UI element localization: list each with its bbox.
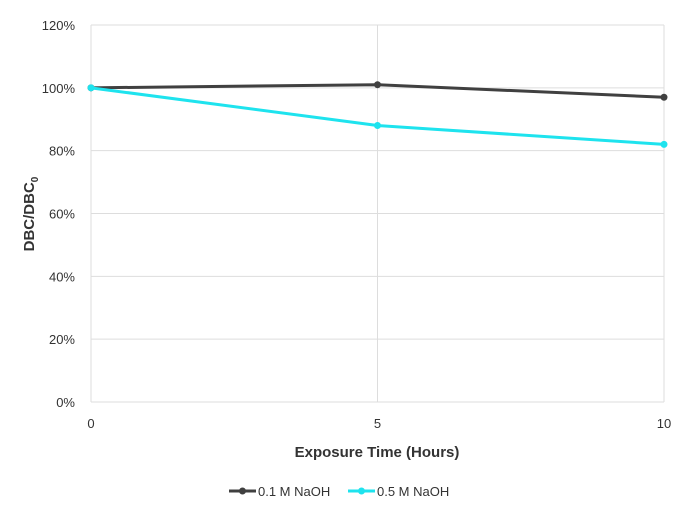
series-2-point — [660, 140, 668, 148]
y-tick-label: 60% — [49, 207, 75, 222]
y-tick-label: 20% — [49, 332, 75, 347]
y-axis-title: DBC/DBC0 — [21, 176, 41, 251]
legend-label: 0.1 M NaOH — [258, 484, 330, 499]
series-2-point — [87, 84, 95, 92]
x-tick-label: 10 — [657, 416, 671, 431]
y-tick-labels: 0% 20% 40% 60% 80% 100% 120% — [42, 18, 76, 410]
x-tick-label: 5 — [374, 416, 381, 431]
x-axis-title: Exposure Time (Hours) — [295, 444, 460, 461]
y-tick-label: 40% — [49, 269, 75, 284]
legend-swatch-marker — [239, 487, 246, 495]
series-layer — [87, 81, 668, 148]
y-tick-label: 80% — [49, 144, 75, 159]
x-tick-labels: 0 5 10 — [87, 416, 671, 431]
x-tick-label: 0 — [87, 416, 94, 431]
legend-swatch-marker — [358, 487, 365, 495]
y-axis-title-subscript: 0 — [30, 176, 41, 182]
series-1-point — [660, 93, 668, 101]
series-1-point — [374, 81, 381, 89]
y-tick-label: 100% — [42, 81, 76, 96]
legend-label: 0.5 M NaOH — [377, 484, 449, 499]
y-tick-label: 0% — [56, 395, 75, 410]
y-tick-label: 120% — [42, 18, 76, 33]
series-2-point — [374, 122, 381, 130]
y-axis-title-main: DBC/DBC — [21, 182, 38, 251]
legend: 0.1 M NaOH 0.5 M NaOH — [229, 484, 449, 499]
